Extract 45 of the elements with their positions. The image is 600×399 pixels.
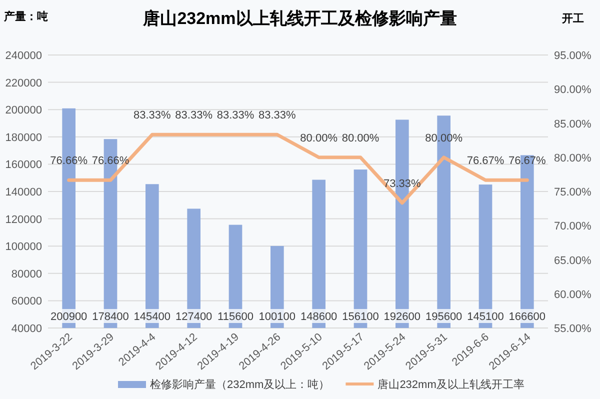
data-label: 83.33%: [258, 110, 296, 122]
data-label: 76.67%: [466, 155, 504, 168]
data-label: 156100: [342, 311, 379, 323]
y-tick-label: 140000: [5, 186, 42, 198]
chart-title: 唐山232mm以上轧线开工及检修影响产量: [142, 9, 457, 28]
data-label: 83.33%: [134, 110, 172, 122]
y-tick-label: 120000: [5, 214, 42, 226]
data-label: 166600: [508, 311, 546, 323]
y-tick-label: 160000: [5, 159, 42, 172]
data-label: 192600: [384, 311, 421, 323]
data-label: 115600: [218, 311, 254, 323]
y2-tick-label: 95.00%: [554, 50, 592, 62]
y2-tick-label: 65.00%: [554, 254, 592, 267]
data-label: 148600: [300, 311, 338, 323]
data-label: 100100: [258, 311, 296, 323]
y-tick-label: 180000: [5, 132, 42, 144]
data-label: 80.00%: [425, 132, 463, 144]
data-label: 80.00%: [300, 132, 338, 144]
y2-tick-label: 60.00%: [554, 288, 592, 301]
data-label: 83.33%: [216, 110, 254, 122]
y-tick-label: 100000: [5, 241, 42, 254]
data-label: 195600: [425, 311, 462, 323]
data-label: 145400: [134, 311, 171, 323]
y2-tick-label: 55.00%: [554, 323, 592, 335]
data-label: 178400: [92, 311, 129, 323]
y2-axis-title: 开工: [561, 13, 584, 25]
data-label: 80.00%: [342, 132, 380, 144]
y-tick-label: 60000: [11, 296, 42, 308]
y2-tick-label: 85.00%: [554, 118, 592, 130]
y-tick-label: 40000: [11, 323, 42, 335]
y2-tick-label: 75.00%: [554, 186, 592, 198]
y-axis-title: 产量：吨: [3, 10, 48, 23]
legend-label: 唐山232mm及以上轧线开工率: [378, 378, 524, 391]
y-tick-label: 220000: [5, 77, 42, 90]
y-tick-label: 80000: [11, 268, 42, 280]
legend-label: 检修影响产量（232mm及以上：吨）: [150, 378, 330, 391]
data-label: 145100: [467, 311, 504, 323]
y2-tick-label: 90.00%: [554, 84, 592, 96]
y-tick-label: 240000: [5, 50, 42, 62]
y-tick-label: 200000: [5, 104, 42, 117]
y2-tick-label: 70.00%: [554, 220, 592, 233]
data-label: 127400: [175, 311, 212, 323]
data-label: 200900: [50, 311, 88, 323]
y2-tick-label: 80.00%: [554, 152, 592, 164]
data-label: 83.33%: [175, 110, 213, 122]
